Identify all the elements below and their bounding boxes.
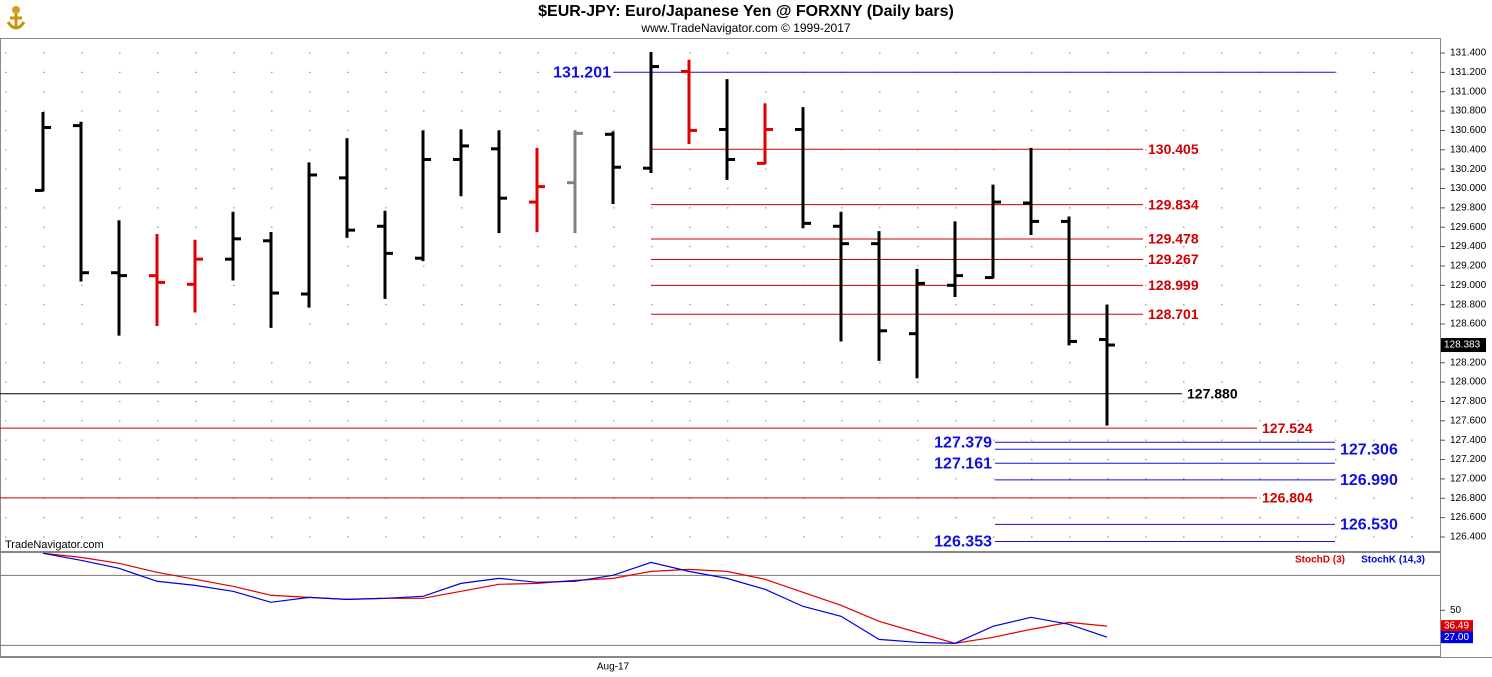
level-label: 129.267 — [1148, 251, 1199, 267]
level-label: 127.379 — [934, 434, 992, 451]
y-tick-label: 126.600 — [1450, 512, 1487, 523]
y-tick-label: 129.000 — [1450, 280, 1487, 291]
y-tick-label: 129.400 — [1450, 241, 1487, 252]
y-tick-label: 130.400 — [1450, 144, 1487, 155]
stoch-line — [42, 552, 1108, 644]
level-label: 130.405 — [1148, 141, 1199, 157]
last-price-label: 128.383 — [1444, 340, 1481, 351]
y-tick-label: 126.800 — [1450, 493, 1487, 504]
y-tick-label: 131.000 — [1450, 86, 1487, 97]
level-label: 129.834 — [1148, 196, 1199, 212]
level-label: 131.201 — [553, 64, 611, 81]
chart-subtitle: www.TradeNavigator.com © 1999-2017 — [640, 21, 850, 35]
y-tick-label: 131.400 — [1450, 48, 1487, 59]
y-tick-label: 130.800 — [1450, 106, 1487, 117]
y-tick-label: 130.000 — [1450, 183, 1487, 194]
level-label: 128.701 — [1148, 306, 1199, 322]
level-label: 126.990 — [1340, 472, 1398, 489]
level-label: 126.530 — [1340, 517, 1398, 534]
watermark: TradeNavigator.com — [5, 539, 104, 551]
last-value-box — [1441, 631, 1473, 644]
y-tick-label: 129.800 — [1450, 203, 1487, 214]
last-value-label: 27.00 — [1444, 632, 1469, 643]
y-tick-label: 128.800 — [1450, 299, 1487, 310]
y-tick-label: 127.400 — [1450, 435, 1487, 446]
y-tick-label: 128.200 — [1450, 357, 1487, 368]
level-label: 126.804 — [1262, 490, 1313, 506]
last-value-box — [1441, 620, 1473, 633]
level-label: 129.478 — [1148, 231, 1199, 247]
level-label: 128.999 — [1148, 277, 1199, 293]
level-label: 126.353 — [934, 534, 992, 551]
y-tick-label: 130.600 — [1450, 125, 1487, 136]
legend-entry: StochD (3) — [1295, 555, 1345, 566]
y-tick-label: 127.200 — [1450, 454, 1487, 465]
logo — [6, 6, 26, 30]
y-tick-label: 126.400 — [1450, 532, 1487, 543]
y-tick-label: 129.600 — [1450, 222, 1487, 233]
level-label: 127.306 — [1340, 441, 1398, 458]
level-label: 127.880 — [1187, 385, 1238, 401]
chart-title: $EUR-JPY: Euro/Japanese Yen @ FORXNY (Da… — [538, 3, 954, 20]
legend-entry: StochK (14,3) — [1361, 555, 1425, 566]
y-tick-label: 50 — [1450, 605, 1462, 616]
y-tick-label: 127.000 — [1450, 474, 1487, 485]
y-tick-label: 129.200 — [1450, 261, 1487, 272]
y-tick-label: 128.000 — [1450, 377, 1487, 388]
y-tick-label: 131.200 — [1450, 67, 1487, 78]
y-tick-label: 128.600 — [1450, 319, 1487, 330]
level-label: 127.161 — [934, 456, 992, 473]
stoch-frame — [0, 552, 1441, 657]
stoch-line — [42, 552, 1108, 644]
y-tick-label: 127.600 — [1450, 415, 1487, 426]
last-price-box — [1441, 338, 1486, 353]
y-tick-label: 127.800 — [1450, 396, 1487, 407]
level-label: 127.524 — [1262, 420, 1313, 436]
last-value-label: 36.49 — [1444, 621, 1469, 632]
main-frame — [0, 38, 1441, 552]
x-tick-label: Aug-17 — [597, 662, 630, 673]
y-tick-label: 130.200 — [1450, 164, 1487, 175]
